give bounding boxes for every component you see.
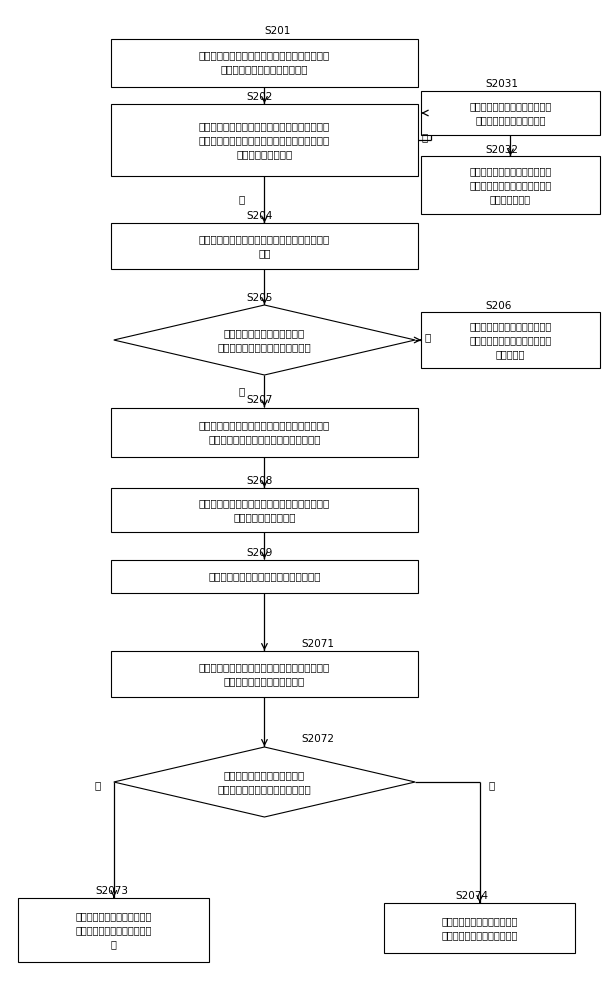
- FancyBboxPatch shape: [111, 38, 418, 87]
- Text: 判断所述第一文件识别标识以
及所述第二文件识别标识是否一致: 判断所述第一文件识别标识以 及所述第二文件识别标识是否一致: [218, 328, 311, 352]
- Text: 是: 是: [239, 194, 245, 205]
- Text: 判断所述第一文件识别标识以
及所述第二文件识别标识是否一致: 判断所述第一文件识别标识以 及所述第二文件识别标识是否一致: [218, 770, 311, 794]
- Text: S2073: S2073: [95, 886, 129, 896]
- Polygon shape: [114, 305, 415, 375]
- Text: S208: S208: [246, 476, 272, 486]
- FancyBboxPatch shape: [18, 898, 209, 962]
- Text: 获取服务器发送的授权码，完成设备授权: 获取服务器发送的授权码，完成设备授权: [208, 571, 320, 581]
- Text: 确定所述升级文件为合法升级
文件，执行设备固件的升级操
作: 确定所述升级文件为合法升级 文件，执行设备固件的升级操 作: [76, 911, 152, 949]
- Text: S207: S207: [246, 395, 272, 405]
- FancyBboxPatch shape: [421, 91, 600, 135]
- FancyBboxPatch shape: [111, 104, 418, 176]
- FancyBboxPatch shape: [111, 223, 418, 268]
- Text: 发送升级文件重获取指令，以便
于重新获取完整的升级文件: 发送升级文件重获取指令，以便 于重新获取完整的升级文件: [469, 101, 552, 125]
- Text: 提取所述升级文件中包含的所述文件校验码，根
据预设的校验算法以及所述文件校验码，判断所
述升级文件是否完整: 提取所述升级文件中包含的所述文件校验码，根 据预设的校验算法以及所述文件校验码，…: [199, 121, 330, 159]
- FancyBboxPatch shape: [111, 651, 418, 697]
- Text: 是: 是: [94, 780, 100, 790]
- Text: S2074: S2074: [455, 891, 488, 901]
- Text: 若所述第一文件识别标识以及所
述第二文件识别标识一致，则中
止升级操作: 若所述第一文件识别标识以及所 述第二文件识别标识一致，则中 止升级操作: [469, 321, 552, 359]
- Text: S206: S206: [486, 301, 512, 311]
- FancyBboxPatch shape: [111, 408, 418, 456]
- Text: 根据预设的标识校验规则以及所述第一文件识别
标识，判断是否执行设备固件的升级操作: 根据预设的标识校验规则以及所述第一文件识别 标识，判断是否执行设备固件的升级操作: [199, 420, 330, 444]
- FancyBboxPatch shape: [111, 488, 418, 532]
- Text: S209: S209: [246, 548, 272, 558]
- Text: S2031: S2031: [486, 79, 519, 89]
- Text: 否: 否: [424, 332, 430, 342]
- Text: 是: 是: [239, 386, 245, 396]
- FancyBboxPatch shape: [421, 156, 600, 214]
- Text: 确定所述文件为不合法升级文
件，中止设备固件的升级操作: 确定所述文件为不合法升级文 件，中止设备固件的升级操作: [442, 916, 518, 940]
- Text: S205: S205: [246, 293, 272, 303]
- Polygon shape: [114, 747, 415, 817]
- Text: 读取所述设备固件当前版本对应的第二文件识别
标识: 读取所述设备固件当前版本对应的第二文件识别 标识: [199, 234, 330, 258]
- Text: 若所述升级文件重获取指令发送
次数大于预设阈值，则中止设备
固件的升级操作: 若所述升级文件重获取指令发送 次数大于预设阈值，则中止设备 固件的升级操作: [469, 166, 552, 204]
- Text: S2071: S2071: [301, 639, 335, 649]
- Text: S2072: S2072: [301, 734, 335, 744]
- FancyBboxPatch shape: [421, 312, 600, 368]
- Text: S201: S201: [264, 26, 291, 36]
- Text: 获取设备固件的升级文件；所述升级文件包括第
一文件识别标识以及文件校验码: 获取设备固件的升级文件；所述升级文件包括第 一文件识别标识以及文件校验码: [199, 50, 330, 75]
- Text: 若判断结果为执行设备固件的升级操作，则通过
升级文件执行升级操作: 若判断结果为执行设备固件的升级操作，则通过 升级文件执行升级操作: [199, 498, 330, 522]
- Text: 否: 否: [489, 780, 495, 790]
- FancyBboxPatch shape: [111, 560, 418, 592]
- Text: S204: S204: [246, 211, 272, 221]
- Text: 否: 否: [421, 132, 427, 142]
- Text: S2032: S2032: [486, 145, 519, 155]
- Text: S202: S202: [246, 92, 272, 102]
- FancyBboxPatch shape: [384, 903, 575, 953]
- Text: 通过预设的标识校验算法以及所述第一文件识别
标识，生成第三文件识别标识: 通过预设的标识校验算法以及所述第一文件识别 标识，生成第三文件识别标识: [199, 662, 330, 686]
